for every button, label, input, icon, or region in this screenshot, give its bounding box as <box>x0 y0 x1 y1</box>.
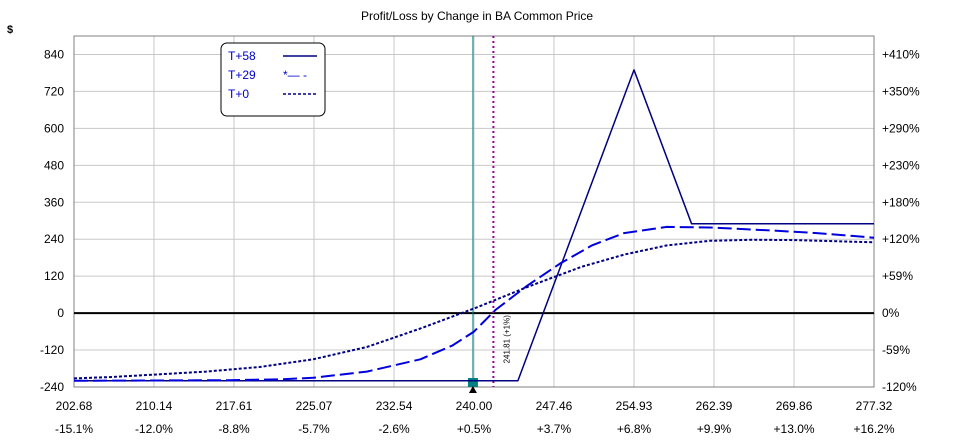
x-pct-label: +0.5% <box>457 422 492 436</box>
x-tick-label: 240.00 <box>456 399 493 413</box>
x-axis: 202.68 -15.1% 210.14 -12.0% 217.61 -8.8% 225.0… <box>55 399 895 436</box>
x-tick-label: 210.14 <box>136 399 173 413</box>
x-tick-label: 247.46 <box>536 399 573 413</box>
y-tick-label: 840 <box>44 47 64 61</box>
y-right-label: -59% <box>882 343 910 357</box>
x-pct-label: -15.1% <box>55 422 93 436</box>
legend-label: T+0 <box>228 87 249 101</box>
y-right-label: +410% <box>882 47 920 61</box>
y-tick-label: -120 <box>40 343 64 357</box>
grid <box>73 36 875 388</box>
y-right-label: +230% <box>882 158 920 172</box>
x-tick-label: 262.39 <box>696 399 733 413</box>
y-right-label: +180% <box>882 195 920 209</box>
x-pct-label: -12.0% <box>135 422 173 436</box>
y-right-label: +290% <box>882 121 920 135</box>
chart-title: Profit/Loss by Change in BA Common Price <box>361 9 593 23</box>
series-layer <box>73 69 875 382</box>
y-axis-left: -240 -120 0 120 240 360 480 600 720 840 <box>40 47 64 394</box>
y-right-label: +120% <box>882 232 920 246</box>
x-pct-label: +16.2% <box>853 422 894 436</box>
y-right-label: 0% <box>882 306 900 320</box>
x-pct-label: +9.9% <box>697 422 732 436</box>
x-pct-label: -2.6% <box>378 422 410 436</box>
x-pct-label: +3.7% <box>537 422 572 436</box>
y-tick-label: 0 <box>57 306 64 320</box>
current-price-marker <box>467 378 478 387</box>
y-right-label: +350% <box>882 84 920 98</box>
current-price-triangle <box>468 386 477 393</box>
legend-label: T+58 <box>228 49 256 63</box>
y-right-label: -120% <box>882 380 917 394</box>
legend-box <box>220 42 326 117</box>
x-pct-label: +13.0% <box>774 422 815 436</box>
y-tick-label: 600 <box>44 121 64 135</box>
x-tick-label: 202.68 <box>56 399 93 413</box>
x-pct-label: +6.8% <box>617 422 652 436</box>
legend: T+58 T+29 *— - T+0 <box>220 42 326 117</box>
y-tick-label: 480 <box>44 158 64 172</box>
legend-sample: *— - <box>283 68 307 82</box>
breakeven-label: 241.81 (+1%) <box>502 315 511 364</box>
y-axis-right: -120% -59% 0% +59% +120% +180% +230% +290% +350%… <box>882 47 920 394</box>
y-tick-label: 720 <box>44 84 64 98</box>
series-line-t-29 <box>73 225 875 382</box>
x-tick-label: 254.93 <box>616 399 653 413</box>
y-tick-label: 240 <box>44 232 64 246</box>
y-tick-label: -240 <box>40 380 64 394</box>
x-pct-label: -5.7% <box>298 422 330 436</box>
y-tick-label: 360 <box>44 195 64 209</box>
series-line-t-58 <box>74 69 874 382</box>
legend-label: T+29 <box>228 68 256 82</box>
reference-lines: 241.81 (+1%) <box>467 36 511 393</box>
x-tick-label: 232.54 <box>376 399 413 413</box>
x-tick-label: 277.32 <box>856 399 893 413</box>
y-tick-label: 120 <box>44 269 64 283</box>
y-right-label: +59% <box>882 269 913 283</box>
x-pct-label: -8.8% <box>218 422 250 436</box>
y-unit-label: $ <box>7 24 13 36</box>
x-tick-label: 217.61 <box>216 399 253 413</box>
x-tick-label: 225.07 <box>296 399 333 413</box>
x-tick-label: 269.86 <box>776 399 813 413</box>
